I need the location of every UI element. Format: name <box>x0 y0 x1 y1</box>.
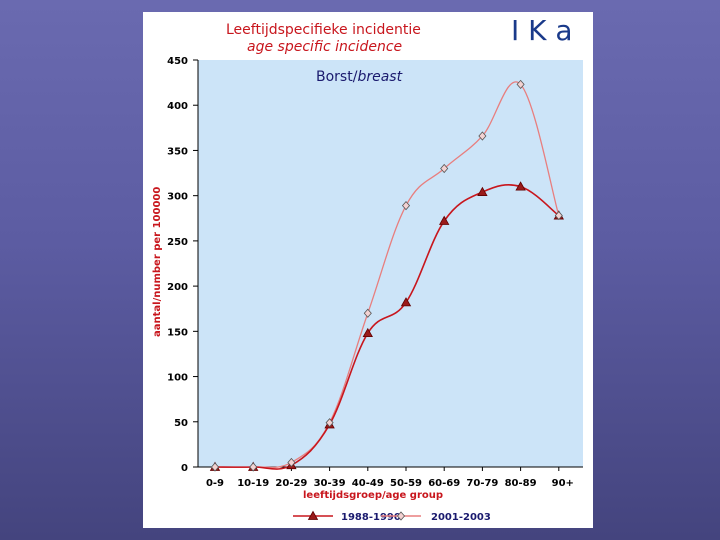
point-2001-2003-10-19 <box>249 462 258 472</box>
inner-title-part1: Borst/ <box>316 69 358 85</box>
x-axis-label: leeftijdsgroep/age group <box>303 490 443 501</box>
ika-logo: I K a <box>511 14 573 47</box>
x-ticks: 0-9 10-19 20-29 30-39 40-49 50-59 60-69 70-79 80… <box>206 467 574 489</box>
y-ticks: 0 50 100 150 200 250 300 350 400 450 <box>167 56 198 474</box>
y-tick-label-1: 50 <box>174 418 188 429</box>
point-2001-2003-80-89 <box>516 79 525 90</box>
x-tick-label-8: 80-89 <box>505 478 537 489</box>
x-tick-label-4: 40-49 <box>352 478 384 489</box>
y-axis-label: aantal/number per 100000 <box>152 187 163 337</box>
point-1988-1990-40-49 <box>362 327 373 338</box>
series-line-2001-2003 <box>214 81 560 469</box>
y-tick-label-2: 100 <box>167 373 188 384</box>
point-2001-2003-30-39 <box>325 418 334 428</box>
y-tick-label-7: 350 <box>167 146 188 157</box>
x-tick-label-3: 30-39 <box>314 478 346 489</box>
x-tick-label-7: 70-79 <box>466 478 498 489</box>
point-2001-2003-90+ <box>554 210 563 221</box>
legend: 1988-1990 2001-2003 <box>293 510 491 523</box>
point-1988-1990-50-59 <box>400 297 412 307</box>
y-tick-label-4: 200 <box>167 282 188 293</box>
point-2001-2003-60-69 <box>440 163 449 174</box>
legend-marker-2001-2003 <box>396 511 406 521</box>
y-tick-label-8: 400 <box>167 101 188 112</box>
inner-title-part2: breast <box>357 69 402 85</box>
legend-label-2001-2003: 2001-2003 <box>431 512 491 523</box>
point-1988-1990-70-79 <box>477 186 488 196</box>
point-2001-2003-50-59 <box>401 201 411 211</box>
series-lines <box>214 81 560 470</box>
x-tick-label-1: 10-19 <box>237 478 269 489</box>
y-tick-label-0: 0 <box>181 463 188 474</box>
x-tick-label-0: 0-9 <box>206 478 224 489</box>
y-tick-label-6: 300 <box>167 192 188 203</box>
series-line-1988-1990 <box>214 184 560 470</box>
plot-area <box>198 60 583 467</box>
point-2001-2003-70-79 <box>478 131 487 141</box>
point-1988-1990-80-89 <box>515 181 526 191</box>
series-markers <box>209 79 564 472</box>
point-2001-2003-40-49 <box>363 308 372 318</box>
point-2001-2003-0-9 <box>210 462 220 472</box>
y-tick-label-9: 450 <box>167 56 188 67</box>
x-tick-label-2: 20-29 <box>275 478 307 489</box>
legend-marker-1988-1990 <box>307 510 319 520</box>
breast-incidence-chart: Leeftijdspecifieke incidentie age specif… <box>152 14 583 523</box>
x-tick-label-5: 50-59 <box>390 478 422 489</box>
point-2001-2003-20-29 <box>287 457 296 468</box>
x-tick-label-9: 90+ <box>552 478 574 489</box>
y-tick-label-3: 150 <box>167 327 188 338</box>
inner-chart-title: Borst/breast <box>316 69 403 85</box>
legend-label-1988-1990: 1988-1990 <box>341 512 401 523</box>
x-tick-label-6: 60-69 <box>428 478 460 489</box>
y-tick-label-5: 250 <box>167 237 188 248</box>
chart-subtitle: age specific incidence <box>247 39 402 55</box>
chart-title: Leeftijdspecifieke incidentie <box>226 22 421 38</box>
chart-card: Leeftijdspecifieke incidentie age specif… <box>143 12 593 528</box>
point-1988-1990-60-69 <box>439 215 450 225</box>
